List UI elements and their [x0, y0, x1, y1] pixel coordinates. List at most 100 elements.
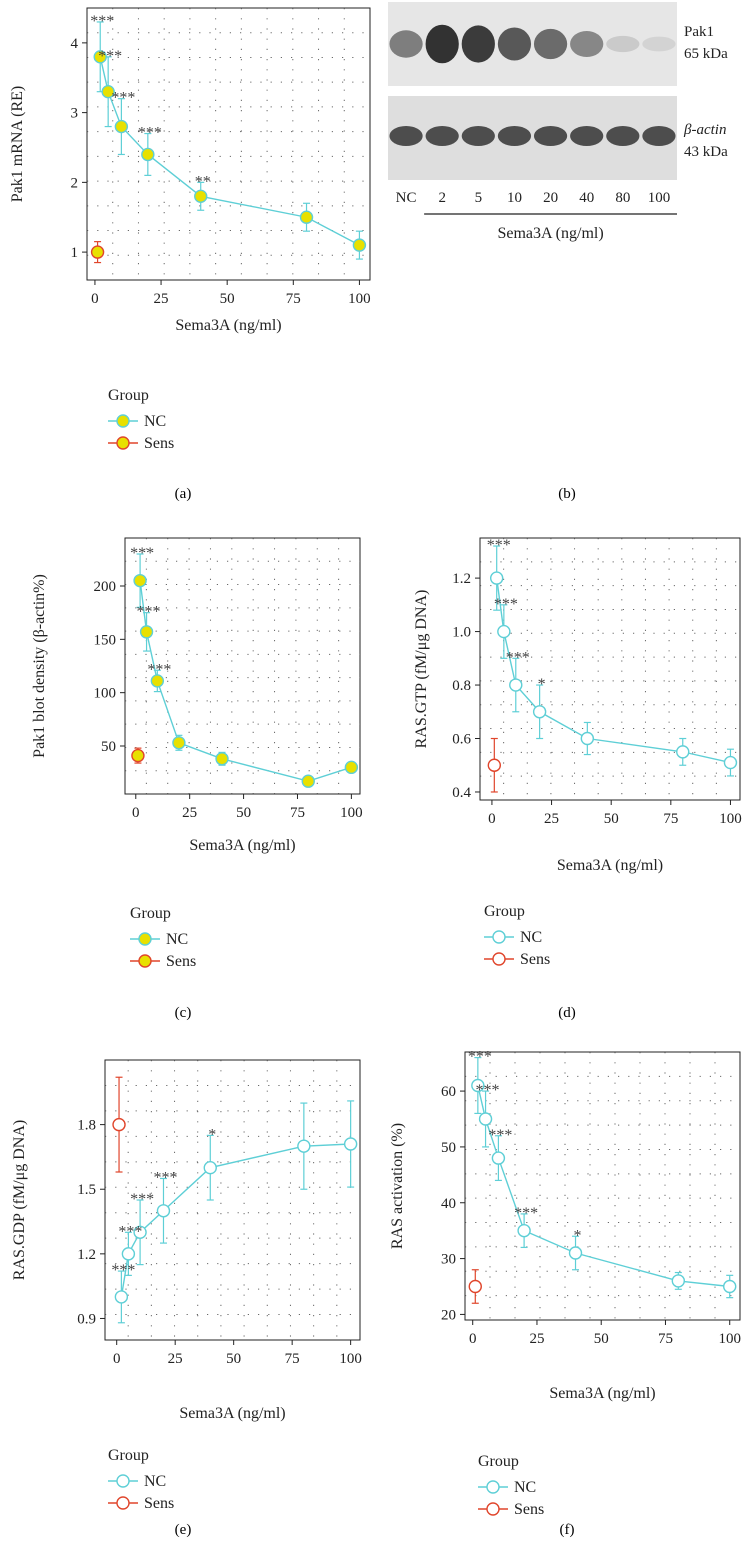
significance-label: *** — [98, 48, 122, 65]
data-point — [489, 571, 504, 585]
significance-label: *** — [514, 1205, 538, 1222]
x-tick-label: 25 — [544, 811, 559, 827]
legend: Group NC Sens — [108, 1447, 174, 1512]
legend-label: Sens — [514, 1501, 544, 1518]
data-point — [723, 755, 738, 770]
x-tick-label: 25 — [168, 1351, 183, 1367]
x-axis-label: Sema3A (ng/ml) — [175, 317, 281, 334]
significance-label: *** — [118, 1223, 142, 1240]
data-point — [723, 1279, 737, 1294]
legend-marker — [116, 436, 130, 450]
data-point — [172, 736, 186, 750]
panel-label-c: (c) — [175, 1005, 192, 1021]
actin-band — [389, 126, 423, 146]
data-point — [150, 674, 165, 688]
x-tick-label: 0 — [469, 1331, 477, 1347]
significance-label: * — [208, 1126, 216, 1143]
blot-lane-label: 80 — [615, 190, 630, 206]
significance-label: *** — [111, 1262, 135, 1279]
y-tick-label: 200 — [94, 579, 117, 595]
pak1-band — [570, 31, 604, 57]
x-tick-label: 75 — [285, 1351, 300, 1367]
legend-title: Group — [130, 905, 171, 922]
actin-band — [497, 126, 532, 146]
data-point — [509, 678, 523, 692]
data-point — [139, 625, 154, 639]
blot-lane-label: 100 — [648, 190, 671, 206]
significance-label: *** — [138, 125, 162, 142]
legend-marker — [138, 932, 152, 946]
series-line — [120, 1143, 351, 1298]
significance-label: * — [574, 1227, 582, 1244]
panel-label-b: (b) — [558, 486, 576, 502]
legend-title: Group — [484, 903, 525, 920]
y-tick-label: 1 — [71, 245, 79, 261]
data-point — [580, 731, 595, 746]
y-tick-label: 150 — [94, 632, 117, 648]
actin-band — [461, 126, 495, 146]
pak1-band — [461, 25, 495, 63]
data-point — [352, 238, 367, 252]
data-point — [112, 1117, 126, 1132]
legend-label: Sens — [520, 951, 550, 968]
series-sens — [468, 1269, 482, 1304]
plot-frame — [104, 1059, 361, 1341]
blot-lane-label: 5 — [475, 190, 483, 206]
blot-lane-label: NC — [396, 190, 417, 206]
pak1-band — [425, 24, 459, 64]
series-nc: *** *** *** — [130, 545, 359, 788]
x-tick-label: 75 — [663, 811, 678, 827]
data-point — [133, 1225, 147, 1240]
series-sens — [487, 737, 502, 793]
legend-marker — [486, 1480, 500, 1494]
legend: Group NC Sens — [108, 387, 174, 452]
legend-marker — [492, 952, 506, 966]
y-tick-label: 1.5 — [77, 1182, 96, 1198]
significance-label: *** — [111, 90, 135, 107]
x-tick-label: 75 — [290, 805, 305, 821]
blot-band1-kda: 65 kDa — [684, 46, 728, 62]
x-tick-label: 50 — [226, 1351, 241, 1367]
blot-band2-label: β-actin — [683, 122, 726, 138]
pak1-band — [606, 35, 640, 53]
y-tick-label: 1.8 — [77, 1118, 96, 1134]
y-tick-label: 0.9 — [77, 1311, 96, 1327]
panel-label-a: (a) — [175, 486, 192, 502]
grid — [480, 538, 740, 800]
y-axis-label: RAS.GDP (fM/μg DNA) — [11, 1120, 28, 1280]
significance-label: *** — [468, 1049, 492, 1066]
x-tick-label: 100 — [339, 1351, 362, 1367]
blot-lane-label: 20 — [543, 190, 558, 206]
data-point — [517, 1223, 531, 1238]
y-axis-label: RAS activation (%) — [389, 1123, 406, 1249]
x-tick-label: 0 — [132, 805, 140, 821]
data-point — [93, 50, 107, 64]
data-point — [133, 573, 147, 588]
y-axis-label: Pak1 blot density (β-actin%) — [31, 574, 48, 758]
legend-label: NC — [514, 1479, 536, 1496]
legend-label: NC — [144, 1473, 166, 1490]
data-point — [671, 1274, 686, 1288]
legend-marker — [492, 930, 506, 944]
significance-label: *** — [147, 661, 171, 678]
series-nc: ************** — [90, 13, 367, 260]
data-point — [478, 1112, 493, 1126]
data-point — [121, 1247, 136, 1261]
y-tick-label: 3 — [71, 106, 79, 122]
data-point — [468, 1279, 482, 1294]
data-point — [487, 758, 502, 772]
significance-label: * — [538, 676, 546, 693]
blot-lane-label: 10 — [507, 190, 522, 206]
plot-frame — [124, 537, 361, 795]
data-point — [131, 748, 145, 763]
x-tick-label: 0 — [91, 291, 99, 307]
legend-label: Sens — [166, 953, 196, 970]
x-tick-label: 25 — [182, 805, 197, 821]
significance-label: *** — [488, 1127, 512, 1144]
y-tick-label: 50 — [101, 739, 116, 755]
x-tick-label: 75 — [286, 291, 301, 307]
actin-band — [570, 126, 604, 146]
y-tick-label: 100 — [94, 686, 117, 702]
data-point — [297, 1139, 311, 1153]
